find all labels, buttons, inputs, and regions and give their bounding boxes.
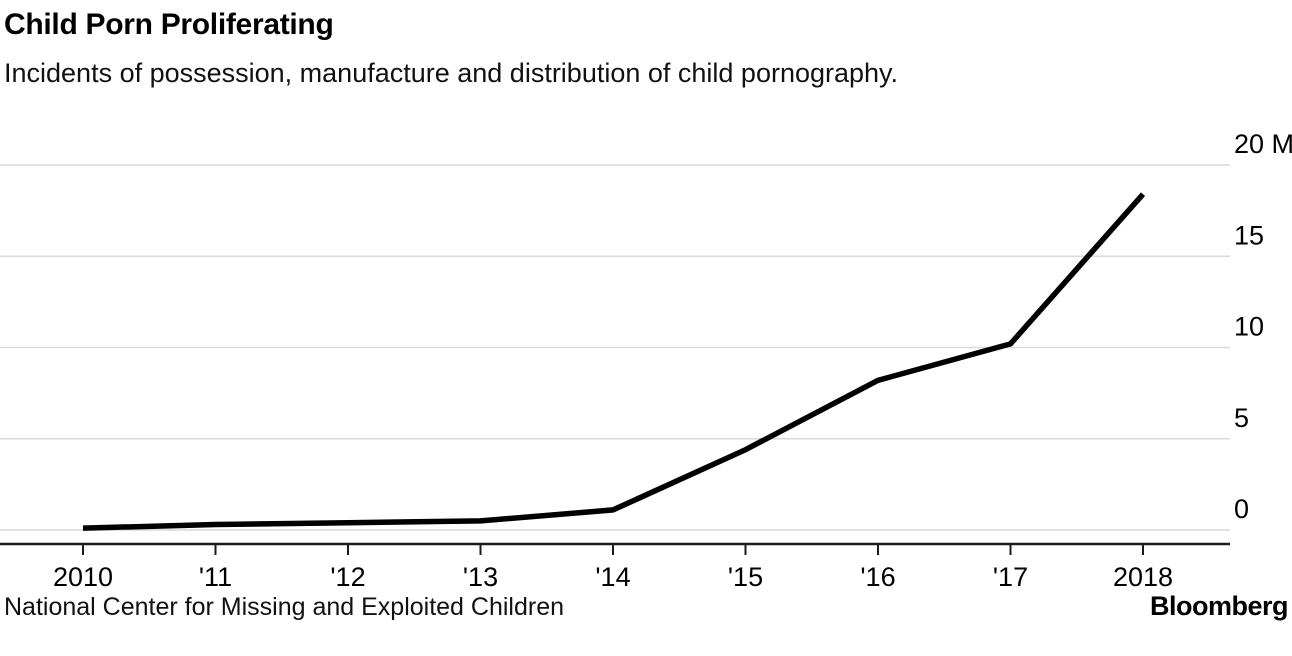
x-axis-label: 2018: [1113, 562, 1173, 592]
bloomberg-logo: Bloomberg: [1149, 590, 1289, 621]
source-text: National Center for Missing and Exploite…: [4, 592, 565, 621]
chart-footer: National Center for Missing and Exploite…: [0, 591, 1292, 622]
y-axis-label: 5: [1234, 403, 1249, 433]
chart-header: Child Porn Proliferating Incidents of po…: [0, 0, 1292, 89]
x-axis-label: '11: [199, 562, 232, 592]
y-axis-label: 0: [1234, 494, 1249, 524]
line-chart: 0 5 10 15 20 M 2010 '11 '12 '13 '14 '15 '16 '17 2018: [0, 129, 1292, 592]
x-axis-label: '12: [330, 562, 365, 592]
x-axis-label: '14: [595, 562, 630, 592]
data-line-series: [82, 192, 1146, 531]
x-axis-label: '13: [463, 562, 498, 592]
chart-subtitle: Incidents of possession, manufacture and…: [4, 57, 899, 88]
x-axis-label: '17: [993, 562, 1028, 592]
y-axis-label: 10: [1234, 311, 1264, 341]
y-axis-label: 20 M: [1234, 129, 1292, 159]
x-axis-label: 2010: [53, 562, 113, 592]
chart-title: Child Porn Proliferating: [4, 8, 334, 41]
y-axis-label: 15: [1234, 220, 1264, 250]
x-axis-label: '15: [728, 562, 763, 592]
x-axis-label: '16: [860, 562, 895, 592]
